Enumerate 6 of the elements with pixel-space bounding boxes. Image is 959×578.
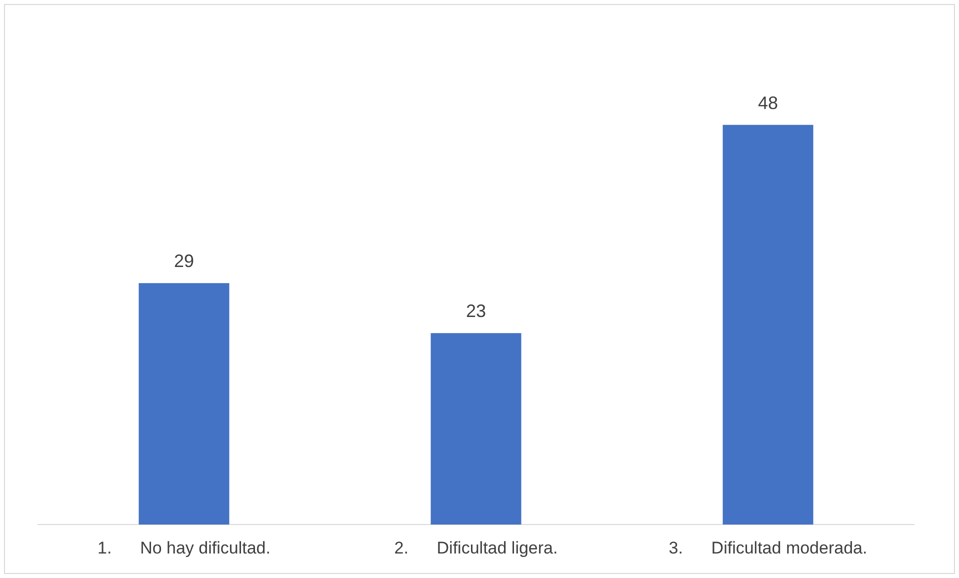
x-tick-label: 2. Dificultad ligera. [394,538,558,558]
x-tick-label: 1. No hay dificultad. [98,538,270,558]
data-label: 29 [174,251,194,272]
x-tick-label: 3. Dificultad moderada. [668,538,868,558]
data-label: 48 [758,92,778,113]
data-label: 23 [466,301,486,322]
